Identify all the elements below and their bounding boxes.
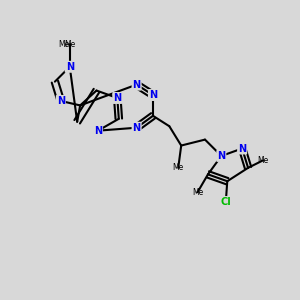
Text: Me: Me bbox=[58, 40, 69, 49]
Text: N: N bbox=[133, 123, 141, 133]
Text: Me: Me bbox=[257, 156, 268, 165]
Text: Me: Me bbox=[192, 188, 203, 197]
Text: Cl: Cl bbox=[220, 197, 231, 207]
Text: N: N bbox=[57, 96, 65, 106]
Text: N: N bbox=[217, 151, 225, 161]
Text: Me: Me bbox=[64, 40, 75, 49]
Text: N: N bbox=[66, 62, 74, 72]
Text: N: N bbox=[133, 80, 141, 90]
Text: N: N bbox=[149, 90, 157, 100]
Text: N: N bbox=[113, 93, 122, 103]
Text: Me: Me bbox=[172, 163, 184, 172]
Text: N: N bbox=[238, 143, 246, 154]
Text: N: N bbox=[94, 126, 102, 136]
